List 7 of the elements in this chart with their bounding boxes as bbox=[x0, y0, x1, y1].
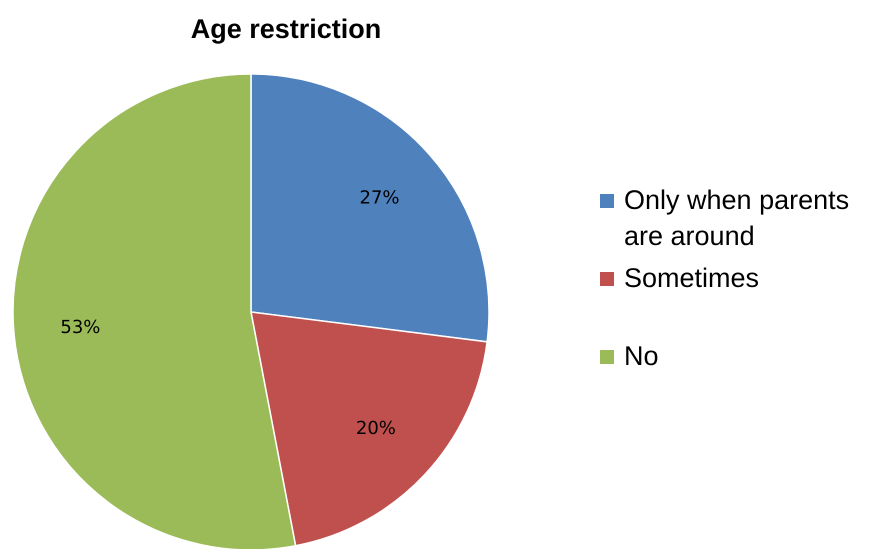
data-label: 53% bbox=[60, 317, 100, 338]
data-label: 27% bbox=[360, 188, 400, 209]
legend-label: Only when parents are around bbox=[624, 185, 850, 252]
legend-label: No bbox=[624, 341, 659, 372]
chart-title: Age restriction bbox=[190, 14, 382, 44]
legend-label: Sometimes bbox=[624, 263, 760, 294]
data-label: 20% bbox=[356, 418, 396, 440]
